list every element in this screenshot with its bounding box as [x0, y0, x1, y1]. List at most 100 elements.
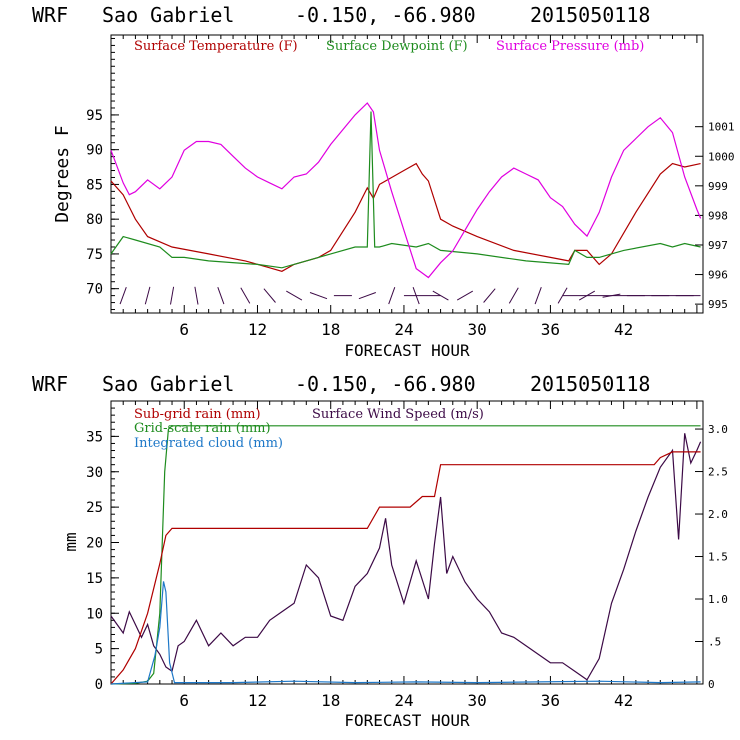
wind-barb — [309, 292, 328, 300]
bottom-y-axis-label: mm — [61, 532, 80, 551]
subgrid-rain-line — [110, 451, 701, 685]
y2-tick-label: 998 — [708, 209, 728, 222]
wind-barb — [263, 288, 276, 303]
y-tick-label: 20 — [86, 536, 103, 552]
y-tick-label: 15 — [86, 571, 103, 587]
top-series — [110, 102, 702, 279]
y-tick-label: 80 — [86, 212, 103, 228]
y2-tick-label: 1000 — [708, 150, 735, 163]
bottom-y-tick-labels: 0 5 10 15 20 25 30 35 — [86, 429, 103, 693]
bottom-header-coords: -0.150, -66.980 — [295, 372, 476, 396]
wind-barb — [534, 287, 542, 305]
x-tick-label: 36 — [541, 320, 560, 339]
x-tick-label: 12 — [248, 320, 267, 339]
x-tick-label: 42 — [614, 691, 633, 710]
x-tick-label: 6 — [179, 691, 189, 710]
y2-tick-label: 1.0 — [708, 593, 728, 606]
wind-barb — [456, 290, 474, 301]
wind-barb — [286, 290, 303, 301]
top-legend: Surface Temperature (F) Surface Dewpoint… — [134, 39, 644, 54]
y2-tick-label: 2.0 — [708, 508, 728, 521]
x-tick-label: 30 — [468, 691, 487, 710]
legend-surface-temperature: Surface Temperature (F) — [134, 39, 298, 54]
wind-barb — [194, 286, 199, 305]
wind-barb — [483, 288, 496, 303]
legend-surface-dewpoint: Surface Dewpoint (F) — [326, 39, 468, 54]
x-tick-label: 18 — [321, 320, 340, 339]
dewpoint-line — [110, 111, 701, 269]
wind-speed-line — [110, 433, 702, 681]
y-tick-label: 0 — [95, 677, 103, 693]
top-x-axis-label: FORECAST HOUR — [344, 341, 470, 360]
top-x-tick-labels: 6 12 18 24 30 36 42 — [179, 320, 633, 339]
wind-barb — [358, 292, 376, 300]
top-ticks — [111, 35, 703, 313]
bottom-header-init: 2015050118 — [530, 372, 650, 396]
legend-subgrid-rain: Sub-grid rain (mm) — [134, 407, 261, 422]
top-y-axis-label: Degrees F — [52, 125, 73, 223]
wind-barb — [240, 287, 251, 304]
wind-barb — [119, 287, 127, 305]
y-tick-label: 5 — [95, 642, 103, 658]
x-tick-label: 12 — [248, 691, 267, 710]
y-tick-label: 90 — [86, 143, 103, 159]
y-tick-label: 10 — [86, 606, 103, 622]
y2-tick-label: 996 — [708, 269, 728, 282]
y-tick-label: 75 — [86, 247, 103, 263]
top-header: WRF Sao Gabriel -0.150, -66.980 20150501… — [32, 3, 650, 27]
x-tick-label: 30 — [468, 320, 487, 339]
bottom-series — [110, 425, 702, 685]
wind-barb — [508, 287, 519, 304]
pressure-line — [110, 102, 702, 279]
bottom-legend: Sub-grid rain (mm) Grid-scale rain (mm) … — [134, 407, 484, 451]
wind-barb — [432, 290, 449, 301]
legend-surface-wind-speed: Surface Wind Speed (m/s) — [312, 407, 484, 422]
bottom-header-model: WRF — [32, 372, 68, 396]
y-tick-label: 70 — [86, 282, 103, 298]
y2-tick-label: 995 — [708, 298, 728, 311]
legend-gridscale-rain: Grid-scale rain (mm) — [134, 421, 271, 436]
y2-tick-label: 1.5 — [708, 551, 728, 564]
temperature-line — [110, 162, 701, 272]
wind-barb — [170, 286, 175, 305]
y2-tick-label: 2.5 — [708, 466, 728, 479]
x-tick-label: 42 — [614, 320, 633, 339]
y-tick-label: 25 — [86, 500, 103, 516]
x-tick-label: 24 — [394, 320, 413, 339]
bottom-header: WRF Sao Gabriel -0.150, -66.980 20150501… — [32, 372, 650, 396]
y2-tick-label: 1001 — [708, 121, 735, 134]
top-header-location: Sao Gabriel — [102, 3, 234, 27]
bottom-x-tick-labels: 6 12 18 24 30 36 42 — [179, 691, 633, 710]
wind-barb — [144, 286, 151, 305]
x-tick-label: 6 — [179, 320, 189, 339]
wind-barb — [217, 287, 225, 305]
y-tick-label: 35 — [86, 429, 103, 445]
x-tick-label: 36 — [541, 691, 560, 710]
integrated-cloud-line — [110, 581, 701, 685]
y-tick-label: 85 — [86, 177, 103, 193]
bottom-y2-tick-labels: 0 .5 1.0 1.5 2.0 2.5 3.0 — [708, 423, 728, 691]
top-wind-barbs — [119, 286, 701, 305]
top-plot-frame — [110, 34, 704, 314]
top-y2-tick-labels: 995 996 997 998 999 1000 1001 — [708, 121, 735, 311]
y2-tick-label: .5 — [708, 636, 721, 649]
bottom-header-location: Sao Gabriel — [102, 372, 234, 396]
top-header-coords: -0.150, -66.980 — [295, 3, 476, 27]
y2-tick-label: 3.0 — [708, 423, 728, 436]
top-header-model: WRF — [32, 3, 68, 27]
y2-tick-label: 997 — [708, 239, 728, 252]
wind-barb — [557, 287, 568, 304]
x-tick-label: 24 — [394, 691, 413, 710]
y-tick-label: 95 — [86, 108, 103, 124]
y2-tick-label: 0 — [708, 678, 715, 691]
legend-integrated-cloud: Integrated cloud (mm) — [134, 436, 283, 451]
wind-barb — [388, 287, 396, 305]
y2-tick-label: 999 — [708, 180, 728, 193]
x-tick-label: 18 — [321, 691, 340, 710]
top-y-tick-labels: 70 75 80 85 90 95 — [86, 108, 103, 298]
bottom-x-axis-label: FORECAST HOUR — [344, 711, 470, 730]
legend-surface-pressure: Surface Pressure (mb) — [496, 39, 644, 54]
top-header-init: 2015050118 — [530, 3, 650, 27]
y-tick-label: 30 — [86, 465, 103, 481]
